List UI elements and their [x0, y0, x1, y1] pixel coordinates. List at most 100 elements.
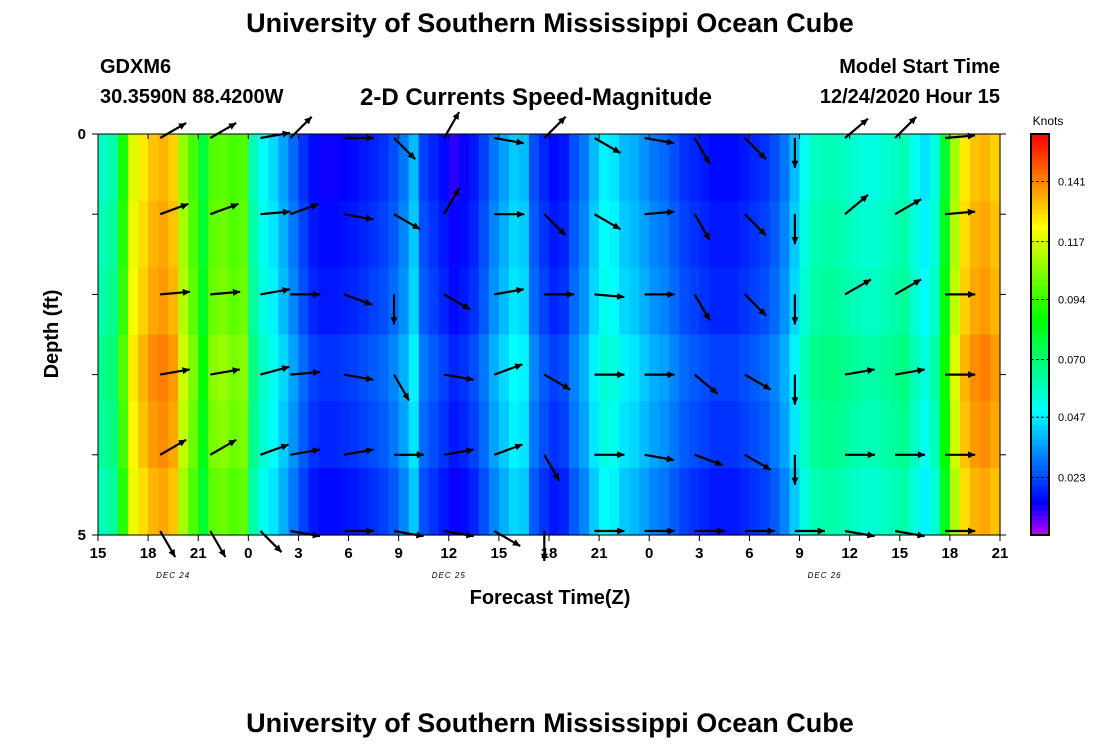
current-arrow-head [758, 308, 766, 316]
heatmap-cell [749, 401, 761, 469]
heatmap-cell [128, 200, 139, 269]
heatmap-cell [458, 134, 470, 202]
heatmap-cell [218, 134, 229, 202]
heatmap-cell [458, 468, 470, 536]
heatmap-cell [589, 334, 600, 402]
heatmap-cell [699, 468, 710, 536]
heatmap-cell [679, 401, 690, 469]
colorbar-segment [1031, 394, 1049, 401]
heatmap-cell [889, 134, 901, 202]
heatmap-cell [849, 401, 861, 469]
heatmap-cell [128, 401, 139, 469]
heatmap-cell [198, 401, 209, 469]
heatmap-cell [448, 401, 460, 469]
heatmap-cell [799, 468, 811, 536]
heatmap-cell [969, 134, 981, 202]
heatmap-cell [498, 267, 510, 336]
heatmap-cell [819, 401, 831, 469]
current-arrow-head [817, 527, 825, 535]
colorbar-segment [1031, 244, 1049, 250]
heatmap-cell [549, 468, 560, 536]
colorbar-segment [1031, 134, 1049, 140]
colorbar-segment [1031, 514, 1049, 521]
heatmap-cell [599, 401, 610, 469]
heatmap-cell [298, 401, 310, 469]
heatmap-cell [218, 401, 229, 469]
current-arrow-head [230, 203, 239, 210]
colorbar-segment [1031, 464, 1049, 471]
heatmap-cell [368, 401, 380, 469]
heatmap-cell [138, 200, 149, 269]
colorbar-segment [1031, 274, 1049, 280]
current-arrow-head [562, 383, 571, 390]
current-arrow-head [667, 290, 675, 298]
heatmap-cell [869, 468, 881, 536]
heatmap-cell [228, 401, 239, 469]
current-arrow-head [282, 208, 291, 216]
heatmap-cell [809, 468, 821, 536]
heatmap-cell [228, 200, 239, 269]
colorbar-segment [1031, 434, 1049, 441]
heatmap-cell [438, 200, 450, 269]
heatmap-cell [849, 334, 861, 402]
heatmap-cell [939, 267, 951, 336]
heatmap-cells [98, 134, 1001, 536]
heatmap-cell [478, 401, 490, 469]
current-arrow-head [516, 287, 524, 294]
colorbar-frame [1030, 133, 1050, 536]
heatmap-cell [549, 267, 560, 336]
heatmap-cell [428, 200, 440, 269]
x-tick-label: 0 [645, 545, 653, 562]
heatmap-cell [258, 267, 269, 336]
heatmap-cell [398, 267, 410, 336]
heatmap-cell [538, 401, 550, 469]
heatmap-cell [779, 334, 791, 402]
heatmap-cell [368, 267, 380, 336]
current-arrow-head [866, 367, 875, 375]
heatmap-cell [318, 134, 330, 202]
heatmap-cell [569, 200, 580, 269]
heatmap-cell [458, 401, 470, 469]
colorbar-segment [1031, 164, 1049, 170]
colorbar-segment [1031, 294, 1049, 300]
current-arrow-head [552, 472, 560, 481]
heatmap-cell [508, 200, 520, 269]
heatmap-cell [248, 334, 259, 402]
heatmap-cell [669, 134, 680, 202]
heatmap-cell [188, 468, 199, 536]
heatmap-cell [378, 334, 390, 402]
colorbar-tick-label: 0.023 [1058, 472, 1086, 484]
heatmap-cell [919, 267, 931, 336]
heatmap-cell [418, 334, 430, 402]
heatmap-cell [408, 401, 420, 469]
heatmap-cell [108, 200, 119, 269]
heatmap-cell [258, 334, 269, 402]
heatmap-cell [158, 134, 169, 202]
heatmap-cell [428, 334, 440, 402]
current-arrow-head [617, 451, 625, 459]
current-arrow-head [717, 527, 725, 535]
heatmap-cell [338, 401, 350, 469]
heatmap-cell [779, 401, 791, 469]
heatmap-cell [268, 200, 279, 269]
heatmap-cell [749, 334, 761, 402]
colorbar-segment [1031, 469, 1049, 476]
heatmap-cell [949, 334, 961, 402]
heatmap-cell [118, 200, 129, 269]
current-arrow-head [703, 312, 710, 321]
heatmap-cell [759, 468, 771, 536]
heatmap-cell [268, 468, 279, 536]
heatmap-cell [619, 401, 630, 469]
heatmap-cell [839, 267, 851, 336]
heatmap-cell [849, 134, 861, 202]
heatmap-cell [478, 134, 490, 202]
heatmap-cell [699, 401, 710, 469]
current-arrow-head [612, 222, 621, 230]
heatmap-cell [398, 134, 410, 202]
heatmap-cell [719, 134, 730, 202]
heatmap-cell [148, 401, 159, 469]
current-arrow-head [312, 447, 320, 455]
current-arrow-head [612, 146, 621, 153]
heatmap-cell [989, 468, 1001, 536]
